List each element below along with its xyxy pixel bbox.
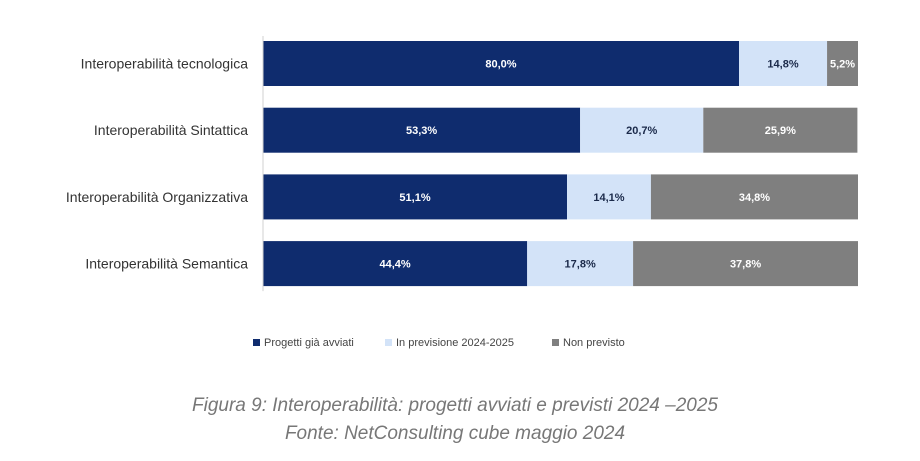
bar-segment [650,174,858,220]
bar-segment [567,174,651,220]
data-label: 5,2% [830,59,855,71]
figure-caption: Figura 9: Interoperabilità: progetti avv… [192,395,718,416]
bar-segment [703,107,858,153]
data-label: 44,4% [379,259,410,271]
data-label: 17,8% [565,259,596,271]
bar-segment [263,241,528,287]
category-label: Interoperabilità tecnologica [81,56,249,72]
bar-segment [527,241,634,287]
legend-label: Progetti già avviati [264,337,354,349]
category-label: Interoperabilità Sintattica [94,122,248,138]
bar-segment [263,107,581,153]
bar-segment [827,41,858,86]
data-label: 37,8% [730,259,761,271]
data-label: 34,8% [739,192,770,204]
figure-source: Fonte: NetConsulting cube maggio 2024 [284,423,626,444]
bar-segment [263,41,739,86]
legend-swatch [253,339,260,346]
legend-label: In previsione 2024-2025 [396,337,514,349]
bar-segment [633,241,858,287]
bar-segment [580,107,704,153]
stacked-bar-chart: Interoperabilità tecnologica 80,0% 14,8% 5,… [66,36,858,349]
data-label: 53,3% [406,125,437,137]
data-label: 20,7% [626,125,657,137]
legend-label: Non previsto [563,337,625,349]
data-label: 80,0% [485,59,516,71]
category-label: Interoperabilità Semantica [85,256,248,272]
category-label: Interoperabilità Organizzativa [66,189,248,205]
bar-segment [263,174,568,220]
data-label: 51,1% [399,192,430,204]
bar-segment [739,41,828,86]
legend-swatch [385,339,392,346]
legend-swatch [552,339,559,346]
data-label: 14,1% [593,192,624,204]
data-label: 14,8% [767,59,798,71]
data-label: 25,9% [765,125,796,137]
